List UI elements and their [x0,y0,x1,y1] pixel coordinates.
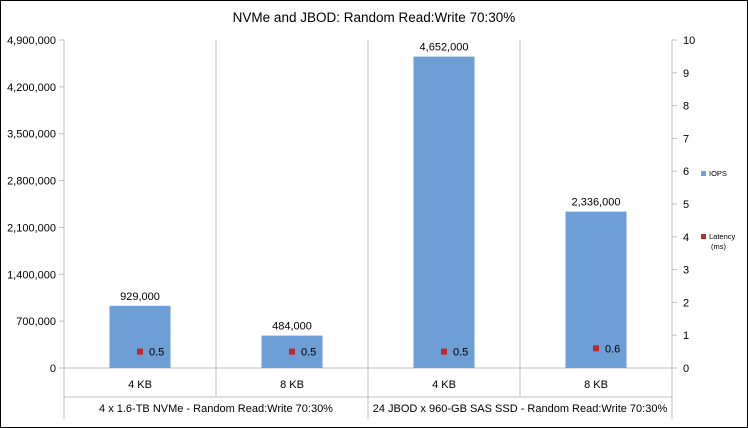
left-axis-tick-label: 3,500,000 [7,129,56,141]
latency-data-label: 0.6 [605,343,620,355]
legend: IOPS Latency(ms) [701,169,736,251]
latency-data-label: 0.5 [301,347,316,359]
latency-point [593,345,599,352]
x-category-label: 8 KB [584,379,608,391]
latency-point [137,348,143,355]
x-group-label: 4 x 1.6-TB NVMe - Random Read:Write 70:3… [99,403,333,415]
latency-points: 0.5 0.5 0.5 0.6 [137,343,620,359]
right-axis-tick-label: 7 [683,133,689,145]
latency-data-label: 0.5 [149,347,164,359]
gridlines [63,40,673,419]
legend-label-latency-unit: (ms) [711,242,726,251]
left-axis-tick-label: 4,900,000 [7,35,56,47]
iops-bar [413,56,475,368]
latency-point [289,348,295,355]
x-group-label: 24 JBOD x 960-GB SAS SSD - Random Read:W… [373,403,668,415]
left-axis-tick-label: 4,200,000 [7,82,56,94]
left-axis-tick-label: 700,000 [16,316,56,328]
right-axis-tick-label: 1 [683,330,689,342]
latency-data-label: 0.5 [453,347,468,359]
left-axis-tick-label: 1,400,000 [7,269,56,281]
legend-label-iops: IOPS [709,169,727,178]
x-axis-labels: 4 KB 8 KB 4 KB 8 KB 4 x 1.6-TB NVMe - Random… [99,379,667,415]
latency-point [441,348,447,355]
iops-data-label: 4,652,000 [420,42,469,54]
right-axis-tick-label: 4 [683,232,689,244]
iops-bars: 929,000 484,000 4,652,000 2,336,000 [109,42,627,368]
legend-swatch-iops [701,171,706,176]
right-axis-tick-label: 5 [683,199,689,211]
legend-swatch-latency [701,234,706,239]
right-axis-tick-label: 10 [683,35,695,47]
iops-bar [109,305,171,368]
left-axis-tick-label: 2,800,000 [7,176,56,188]
right-axis-tick-labels: 0 1 2 3 4 5 6 7 8 9 10 [683,35,695,375]
iops-bar [565,211,627,368]
right-axis-tick-label: 3 [683,265,689,277]
iops-data-label: 2,336,000 [572,197,621,209]
chart-title: NVMe and JBOD: Random Read:Write 70:30% [233,10,516,25]
legend-label-latency: Latency [709,232,736,241]
iops-data-label: 929,000 [120,291,160,303]
left-axis-tick-label: 2,100,000 [7,222,56,234]
left-axis-tick-labels: 0 700,000 1,400,000 2,100,000 2,800,000 3,500… [7,35,56,375]
left-axis-tick-label: 0 [50,363,56,375]
x-category-label: 8 KB [280,379,304,391]
right-axis-tick-label: 0 [683,363,689,375]
right-axis-tick-label: 9 [683,68,689,80]
iops-data-label: 484,000 [272,321,312,333]
x-category-label: 4 KB [128,379,152,391]
x-category-label: 4 KB [432,379,456,391]
right-axis-tick-label: 2 [683,297,689,309]
right-axis-tick-label: 8 [683,101,689,113]
right-axis-tick-label: 6 [683,166,689,178]
